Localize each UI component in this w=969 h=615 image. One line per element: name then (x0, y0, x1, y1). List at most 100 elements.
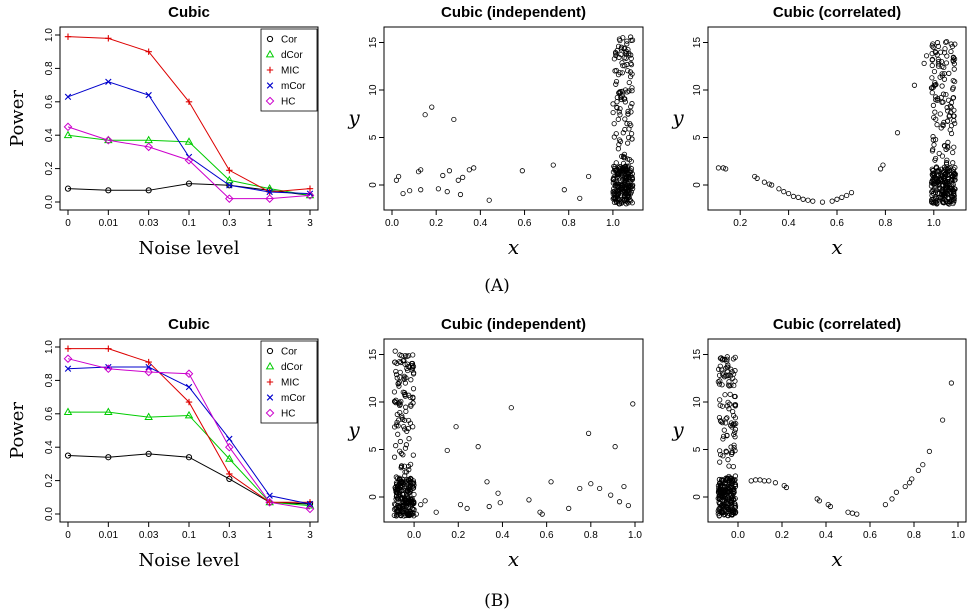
cluster-point (395, 380, 401, 386)
cluster-point (614, 99, 620, 105)
y-tick-label: 0.2 (44, 161, 55, 175)
scatter-point (396, 173, 402, 180)
x-tick-label: 0.0 (407, 530, 421, 541)
cluster-point (624, 41, 630, 47)
cluster-point (410, 424, 416, 430)
x-tick-label: 0.1 (182, 218, 196, 229)
data-point (145, 358, 152, 366)
scatter-point (608, 492, 614, 498)
scatter-point (495, 490, 501, 496)
cluster-point (408, 499, 414, 505)
cluster-point (931, 142, 937, 148)
cluster-point (949, 43, 955, 50)
legend-marker (265, 96, 275, 106)
scatter-point (766, 478, 772, 484)
cluster-point (626, 79, 632, 86)
cluster-point (401, 481, 407, 487)
y-tick-label: 15 (692, 37, 703, 49)
cluster-point (716, 505, 723, 511)
scatter-point (921, 60, 927, 67)
scatter-point (783, 484, 790, 491)
cluster-point (950, 85, 956, 91)
x-tick-label: 1.0 (927, 218, 941, 229)
cluster-point (936, 150, 942, 157)
cluster-point (937, 171, 944, 177)
scatter-point (475, 444, 481, 450)
cluster-point (727, 391, 733, 397)
cluster-point (610, 109, 616, 116)
cluster-point (726, 406, 732, 412)
cluster-point (611, 199, 618, 205)
cluster-point (716, 495, 723, 501)
cluster-point (628, 158, 634, 164)
cluster-point (950, 189, 956, 195)
cluster-point (724, 432, 730, 438)
x-tick-label: 0.4 (782, 218, 796, 229)
cluster-point (395, 504, 401, 510)
series-dCor (63, 130, 315, 199)
cluster-point (410, 371, 417, 377)
legend-label: MIC (281, 378, 299, 389)
cluster-point (725, 372, 732, 378)
cluster-point (613, 52, 619, 59)
cluster-point (393, 397, 399, 403)
scatter-point (720, 165, 726, 171)
scatter-point (715, 165, 722, 171)
cluster-point (620, 130, 626, 136)
cluster-point (397, 409, 403, 416)
scatter-point (926, 448, 933, 454)
cluster-point (951, 197, 957, 203)
data-point (226, 470, 233, 478)
legend-marker (266, 394, 274, 401)
cluster-point (391, 398, 398, 404)
cluster-point (948, 178, 954, 184)
cluster-point (392, 359, 398, 365)
cluster-point (402, 426, 408, 432)
cluster-point (625, 140, 631, 146)
cluster-point (628, 198, 634, 204)
scatter-point (939, 417, 946, 423)
scatter-cluster (715, 354, 739, 519)
chart-title: Cubic (correlated) (773, 316, 901, 333)
scatter-point (451, 116, 457, 123)
cluster-point (928, 180, 935, 186)
cluster-point (410, 452, 416, 458)
data-point (104, 364, 113, 374)
scatter-point (407, 188, 413, 194)
scatter-point (827, 503, 834, 510)
cluster-point (629, 85, 635, 91)
data-point (266, 188, 273, 196)
data-point (305, 504, 315, 514)
cluster-point (943, 91, 949, 98)
cluster-point (732, 495, 738, 502)
cluster-point (400, 452, 406, 458)
cluster-point (397, 401, 403, 408)
cluster-point (409, 495, 415, 502)
cluster-point (410, 352, 416, 358)
cluster-point (395, 423, 401, 429)
scatter-point (748, 478, 754, 484)
y-tick-label: 0 (692, 182, 703, 188)
scatter-point (880, 162, 886, 168)
data-point (305, 191, 315, 200)
cluster-point (408, 402, 414, 408)
scatter-point (810, 198, 816, 204)
cluster-point (940, 99, 946, 105)
scatter-points (748, 380, 955, 517)
cluster-point (395, 496, 401, 502)
cluster-point (610, 196, 616, 202)
x-tick-label: 1 (267, 218, 273, 229)
cluster-point (615, 43, 622, 49)
cluster-point (930, 134, 936, 140)
scatter-point (433, 509, 439, 515)
cluster-point (732, 368, 738, 374)
cluster-point (628, 104, 634, 110)
cluster-point (614, 94, 620, 101)
cluster-point (730, 421, 736, 427)
y-tick-label: 0.0 (44, 195, 55, 209)
data-point (105, 35, 112, 42)
cluster-point (398, 359, 404, 366)
scatter-point (845, 509, 851, 515)
cluster-point (402, 417, 408, 423)
cluster-point (617, 112, 623, 118)
